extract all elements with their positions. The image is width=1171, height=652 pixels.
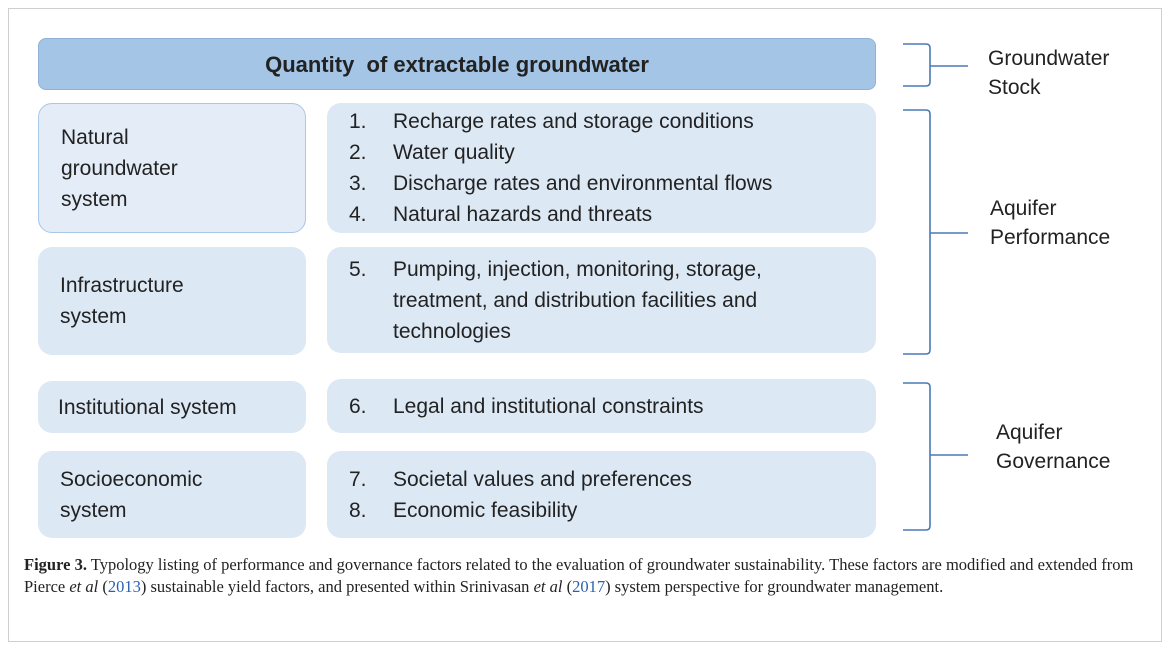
factor-number: 2. [349,141,367,164]
factor-text: Economic feasibility [393,498,578,522]
banner-title: Quantity of extractable groundwater [265,51,649,77]
caption-text: ( [98,577,108,596]
factor-item: 8. Economic feasibility [349,495,856,526]
factor-text: Legal and institutional constraints [393,394,704,418]
factor-item: 7. Societal values and preferences [349,464,856,495]
stock-banner: Quantity of extractable groundwater [38,38,876,90]
system-box: Natural groundwater system [38,103,306,233]
factor-number: 8. [349,498,367,522]
bracket [903,43,968,87]
factor-number: 7. [349,467,367,491]
bracket [903,109,968,355]
group-label: Groundwater Stock [988,47,1110,99]
figure-frame [8,8,1162,642]
factor-item: 3. Discharge rates and environmental flow… [349,168,856,199]
factor-box: 5. Pumping, injection, monitoring, storag… [327,247,876,353]
factor-item: 2. Water quality [349,137,856,168]
factor-number: 3. [349,172,367,195]
factor-box: 6. Legal and institutional constraints [327,379,876,433]
caption-italic: et al [533,577,563,596]
caption-label: Figure 3. [24,555,87,574]
factor-number: 4. [349,203,367,226]
factor-item: 1. Recharge rates and storage conditions [349,106,856,137]
system-box: Socioeconomic system [38,451,306,538]
bracket [903,382,968,531]
factor-item: 4. Natural hazards and threats [349,199,856,230]
citation-year: 2013 [107,577,141,596]
factor-box: 1. Recharge rates and storage conditions … [327,103,876,233]
system-box: Infrastructure system [38,247,306,355]
factor-text: Recharge rates and storage conditions [393,110,754,133]
caption-text: ) sustainable yield factors, and present… [140,577,534,596]
group-label: Aquifer Governance [996,421,1111,473]
factor-text: Pumping, injection, monitoring, storage,… [393,257,762,343]
citation-year: 2017 [572,577,606,596]
group-label: Aquifer Performance [990,197,1111,249]
system-label: Infrastructure system [60,274,184,328]
caption: Figure 3. Typology listing of performanc… [24,554,1144,598]
factor-number: 6. [349,394,367,418]
system-label: Socioeconomic system [60,467,203,522]
caption-italic: et al [69,577,99,596]
factor-item: 5. Pumping, injection, monitoring, storag… [349,254,856,347]
factor-box: 7. Societal values and preferences 8. Econ… [327,451,876,538]
factor-text: Natural hazards and threats [393,203,653,226]
factor-text: Discharge rates and environmental flows [393,172,773,195]
system-box: Institutional system [38,381,306,433]
factor-text: Water quality [393,141,515,164]
system-label: Natural groundwater system [61,125,178,211]
factor-number: 5. [349,257,367,281]
caption-text: ( [562,577,573,596]
caption-text: ) system perspective for groundwater man… [605,577,944,596]
system-label: Institutional system [58,395,237,419]
factor-text: Societal values and preferences [393,467,692,491]
factor-number: 1. [349,110,367,133]
caption-text: Typology listing of performance and gove… [24,555,1134,596]
factor-item: 6. Legal and institutional constraints [349,391,856,422]
